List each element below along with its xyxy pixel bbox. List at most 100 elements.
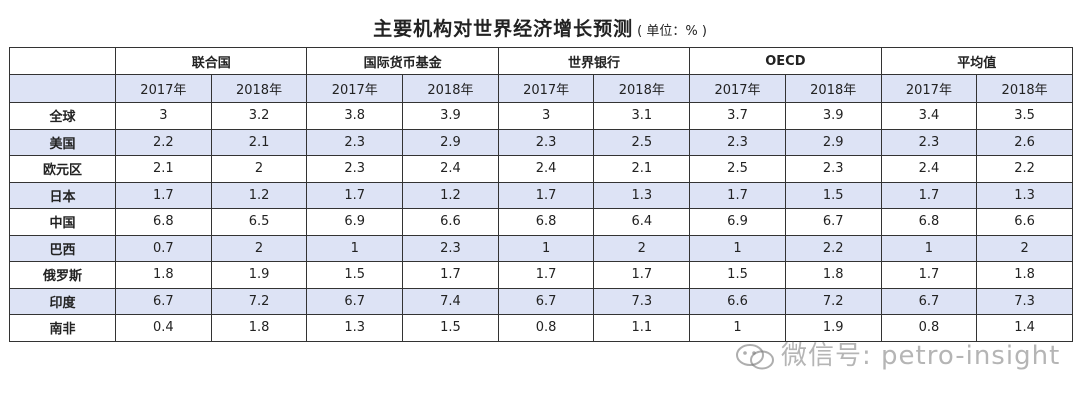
table-cell: 6.4 (593, 208, 691, 236)
table-row: 中国 6.8 6.5 6.9 6.6 6.8 6.4 6.9 6.7 6.8 6.6 (9, 208, 1073, 236)
table-cell: 1.5 (689, 261, 786, 289)
corner-cell-year (9, 74, 116, 103)
table-cell: 2.3 (880, 128, 978, 156)
table-cell: 7.3 (593, 287, 691, 315)
table-cell: 6.6 (689, 287, 786, 315)
table-cell: 1.3 (976, 181, 1073, 209)
table-cell: 1.8 (784, 261, 882, 289)
table-row: 俄罗斯 1.8 1.9 1.5 1.7 1.7 1.7 1.5 1.8 1.7 1.8 (9, 261, 1073, 289)
table-cell: 3.5 (976, 102, 1073, 130)
watermark: 微信号: petro-insight (735, 335, 1060, 372)
table-cell: 1.7 (115, 181, 212, 209)
org-header-cell: 联合国 (114, 47, 308, 75)
table-title: 主要机构对世界经济增长预测( 单位：% ) (0, 14, 1080, 41)
table-cell: 2 (210, 155, 308, 183)
table-cell: 2.2 (115, 128, 212, 156)
table-cell: 6.9 (306, 208, 404, 236)
table-cell: 6.7 (306, 287, 404, 315)
table-cell: 6.7 (880, 287, 978, 315)
year-header-cell: 2018年 (976, 74, 1073, 103)
table-cell: 3.1 (593, 102, 691, 130)
table-cell: 1.7 (402, 261, 499, 289)
table-cell: 2 (593, 234, 691, 262)
table-body: 全球 3 3.2 3.8 3.9 3 3.1 3.7 3.9 3.4 3.5 美国 2.2 2.1 2.3 2… (9, 102, 1073, 342)
watermark-text: 微信号: petro-insight (781, 341, 1061, 371)
table-cell: 7.2 (784, 287, 882, 315)
corner-cell (9, 47, 116, 75)
table-cell: 2.2 (976, 155, 1073, 183)
table-cell: 2.6 (976, 128, 1073, 156)
table-cell: 6.7 (497, 287, 595, 315)
row-label: 中国 (9, 208, 116, 236)
row-label: 日本 (9, 181, 116, 209)
table-cell: 6.8 (115, 208, 212, 236)
year-header-cell: 2018年 (210, 74, 308, 103)
year-header-cell: 2017年 (306, 74, 404, 103)
org-header-cell: OECD (689, 47, 882, 75)
row-label: 印度 (9, 287, 116, 315)
table-cell: 6.7 (115, 287, 212, 315)
table-cell: 1.5 (402, 314, 499, 342)
org-header-cell: 平均值 (880, 47, 1073, 75)
row-label: 巴西 (9, 234, 116, 262)
table-cell: 6.8 (497, 208, 595, 236)
title-text: 主要机构对世界经济增长预测 (373, 18, 634, 40)
table-cell: 2.4 (402, 155, 499, 183)
table-cell: 6.5 (210, 208, 308, 236)
table-cell: 3.2 (210, 102, 308, 130)
table-cell: 1.3 (593, 181, 691, 209)
table-row: 南非 0.4 1.8 1.3 1.5 0.8 1.1 1 1.9 0.8 1.4 (9, 314, 1073, 342)
row-label: 南非 (9, 314, 116, 342)
table-cell: 1.1 (593, 314, 691, 342)
table-cell: 1.9 (210, 261, 308, 289)
table-cell: 1.9 (784, 314, 882, 342)
table-row: 日本 1.7 1.2 1.7 1.2 1.7 1.3 1.7 1.5 1.7 1.3 (9, 181, 1073, 209)
table-cell: 6.9 (689, 208, 786, 236)
year-header-cell: 2018年 (784, 74, 882, 103)
row-label: 俄罗斯 (9, 261, 116, 289)
table-row: 欧元区 2.1 2 2.3 2.4 2.4 2.1 2.5 2.3 2.4 2.2 (9, 155, 1073, 183)
table-cell: 6.8 (880, 208, 978, 236)
table-row: 全球 3 3.2 3.8 3.9 3 3.1 3.7 3.9 3.4 3.5 (9, 102, 1073, 130)
table-cell: 2.1 (115, 155, 212, 183)
table-cell: 7.4 (402, 287, 499, 315)
org-header-cell: 国际货币基金 (306, 47, 499, 75)
table-cell: 0.4 (115, 314, 212, 342)
table-cell: 3.9 (402, 102, 499, 130)
year-header-cell: 2017年 (689, 74, 786, 103)
year-header-cell: 2017年 (880, 74, 978, 103)
table-cell: 0.8 (497, 314, 595, 342)
year-header-cell: 2018年 (593, 74, 691, 103)
table-cell: 2.9 (784, 128, 882, 156)
table-cell: 1.5 (306, 261, 404, 289)
forecast-table: 联合国 国际货币基金 世界银行 OECD 平均值 2017年 2018年 2017年 2018… (9, 47, 1073, 342)
table-cell: 2.5 (689, 155, 786, 183)
table-cell: 1 (689, 314, 786, 342)
table-cell: 0.8 (880, 314, 978, 342)
table-cell: 1.7 (593, 261, 691, 289)
row-label: 美国 (9, 128, 116, 156)
table-cell: 3.4 (880, 102, 978, 130)
table-cell: 2.1 (593, 155, 691, 183)
table-cell: 2.3 (306, 128, 404, 156)
table-cell: 2.1 (210, 128, 308, 156)
table-cell: 1.4 (976, 314, 1073, 342)
row-label: 全球 (9, 102, 116, 130)
table-cell: 3 (115, 102, 212, 130)
table-cell: 3.7 (689, 102, 786, 130)
table-cell: 2.2 (784, 234, 882, 262)
table-cell: 6.6 (976, 208, 1073, 236)
table-cell: 1.7 (497, 261, 595, 289)
table-cell: 2.3 (784, 155, 882, 183)
table-cell: 1.7 (497, 181, 595, 209)
year-header-cell: 2018年 (402, 74, 499, 103)
table-cell: 2.4 (497, 155, 595, 183)
table-cell: 3.8 (306, 102, 404, 130)
table-cell: 3.9 (784, 102, 882, 130)
table-cell: 1 (497, 234, 595, 262)
table-row: 印度 6.7 7.2 6.7 7.4 6.7 7.3 6.6 7.2 6.7 7.3 (9, 287, 1073, 315)
table-cell: 2.9 (402, 128, 499, 156)
table-row: 巴西 0.7 2 1 2.3 1 2 1 2.2 1 2 (9, 234, 1073, 262)
table-cell: 2.5 (593, 128, 691, 156)
table-cell: 1 (306, 234, 404, 262)
